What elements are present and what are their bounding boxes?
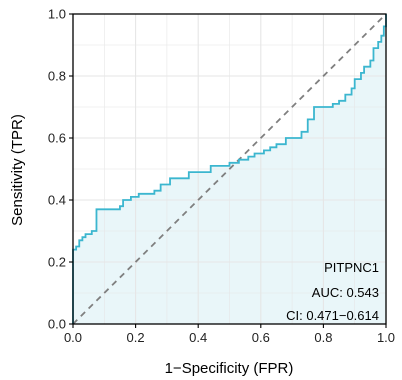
x-tick-label: 0.2 xyxy=(127,330,145,345)
x-tick-label: 0.6 xyxy=(252,330,270,345)
x-tick-label: 1.0 xyxy=(377,330,395,345)
x-tick-label: 0.0 xyxy=(64,330,82,345)
plot-frame xyxy=(72,13,387,325)
y-tick-label: 0.6 xyxy=(48,131,66,146)
y-tick-label: 1.0 xyxy=(48,7,66,22)
model-name-label: PITPNC1 xyxy=(324,260,379,275)
x-tick-label: 0.8 xyxy=(314,330,332,345)
x-axis: 0.0 0.2 0.4 0.6 0.8 1.0 xyxy=(64,324,395,345)
y-tick-label: 0.4 xyxy=(48,193,66,208)
plot-area xyxy=(72,13,387,325)
chance-diagonal-line xyxy=(72,13,387,325)
x-axis-title: 1−Specificity (FPR) xyxy=(165,360,294,377)
auc-label: AUC: 0.543 xyxy=(312,285,379,300)
y-tick-label: 0.8 xyxy=(48,69,66,84)
roc-curve-line xyxy=(72,14,387,324)
ci-label: CI: 0.471−0.614 xyxy=(286,308,379,323)
x-tick-label: 0.4 xyxy=(189,330,207,345)
y-tick-label: 0.0 xyxy=(48,317,66,332)
y-axis: 0.0 0.2 0.4 0.6 0.8 1.0 xyxy=(48,7,73,332)
y-tick-label: 0.2 xyxy=(48,255,66,270)
y-axis-title: Sensitivity (TPR) xyxy=(9,114,26,226)
